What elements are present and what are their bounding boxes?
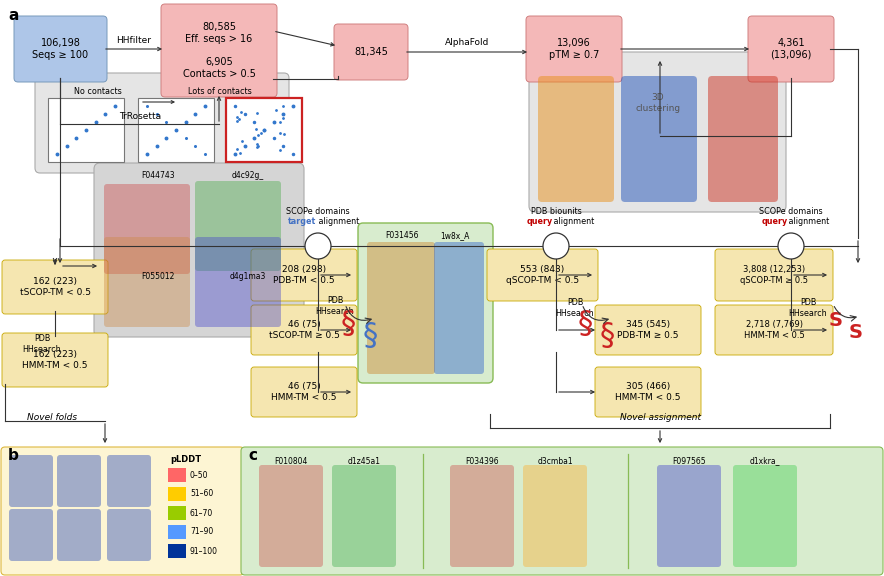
FancyBboxPatch shape (107, 455, 151, 507)
FancyBboxPatch shape (251, 367, 357, 417)
FancyBboxPatch shape (595, 367, 701, 417)
Text: alignment: alignment (552, 217, 595, 226)
Text: §: § (362, 321, 377, 351)
Text: 46 (75)
HMM-TM < 0.5: 46 (75) HMM-TM < 0.5 (271, 382, 337, 401)
FancyBboxPatch shape (708, 76, 778, 202)
Text: Lots of contacts: Lots of contacts (188, 87, 252, 96)
Text: 13,096
pTM ≥ 0.7: 13,096 pTM ≥ 0.7 (549, 38, 599, 60)
FancyBboxPatch shape (2, 333, 108, 387)
Bar (168, 525, 186, 539)
Text: 81,345: 81,345 (354, 47, 388, 57)
Text: 3,808 (12,253)
qSCOP-TM ≥ 0.5: 3,808 (12,253) qSCOP-TM ≥ 0.5 (740, 266, 808, 285)
Text: 305 (466)
HMM-TM < 0.5: 305 (466) HMM-TM < 0.5 (615, 382, 681, 401)
Text: No contacts: No contacts (74, 87, 122, 96)
FancyBboxPatch shape (434, 242, 484, 374)
Text: F034396: F034396 (465, 457, 499, 465)
Text: F097565: F097565 (672, 457, 705, 465)
FancyBboxPatch shape (523, 465, 587, 567)
Text: 51–60: 51–60 (190, 490, 213, 498)
FancyBboxPatch shape (1, 447, 244, 575)
FancyBboxPatch shape (332, 465, 396, 567)
FancyBboxPatch shape (529, 52, 786, 212)
Text: d3cmba1: d3cmba1 (537, 457, 573, 465)
Text: 4,361
(13,096): 4,361 (13,096) (770, 38, 812, 60)
FancyBboxPatch shape (259, 465, 323, 567)
FancyBboxPatch shape (195, 237, 281, 327)
Text: F055012: F055012 (141, 272, 175, 281)
Text: PDB
HHsearch: PDB HHsearch (23, 334, 61, 354)
FancyBboxPatch shape (104, 237, 190, 327)
Text: 3D
clustering: 3D clustering (636, 93, 681, 113)
Text: a: a (8, 8, 19, 23)
Text: PDB
HHsearch: PDB HHsearch (789, 298, 827, 318)
Bar (168, 487, 186, 501)
Bar (168, 468, 186, 482)
FancyBboxPatch shape (104, 184, 190, 274)
FancyBboxPatch shape (334, 24, 408, 80)
FancyBboxPatch shape (733, 465, 797, 567)
Text: 91–100: 91–100 (190, 547, 218, 555)
Text: S: S (829, 312, 843, 331)
Text: 345 (545)
PDB-TM ≥ 0.5: 345 (545) PDB-TM ≥ 0.5 (617, 320, 679, 340)
Bar (168, 544, 186, 558)
FancyBboxPatch shape (9, 509, 53, 561)
Text: HHfilter: HHfilter (117, 36, 151, 45)
FancyBboxPatch shape (251, 305, 357, 355)
FancyBboxPatch shape (195, 181, 281, 271)
FancyBboxPatch shape (526, 16, 622, 82)
FancyBboxPatch shape (657, 465, 721, 567)
Text: alignment: alignment (316, 217, 360, 226)
Text: Novel assignment: Novel assignment (620, 414, 700, 423)
Text: PDB
HHsearch: PDB HHsearch (316, 296, 354, 316)
Text: 208 (298)
PDB-TM < 0.5: 208 (298) PDB-TM < 0.5 (273, 266, 335, 285)
FancyBboxPatch shape (57, 509, 101, 561)
Text: AlphaFold: AlphaFold (445, 38, 489, 47)
FancyBboxPatch shape (138, 98, 214, 162)
Text: §: § (599, 321, 614, 351)
Text: d1xkra_: d1xkra_ (750, 457, 781, 465)
Text: d4g1ma3: d4g1ma3 (230, 272, 266, 281)
Text: 1w8x_A: 1w8x_A (440, 231, 469, 240)
FancyBboxPatch shape (715, 305, 833, 355)
FancyBboxPatch shape (251, 249, 357, 301)
FancyBboxPatch shape (715, 249, 833, 301)
FancyBboxPatch shape (595, 305, 701, 355)
Text: target: target (288, 217, 316, 226)
Text: 80,585
Eff. seqs > 16

6,905
Contacts > 0.5: 80,585 Eff. seqs > 16 6,905 Contacts > 0… (183, 22, 255, 79)
FancyBboxPatch shape (241, 447, 883, 575)
Text: F010804: F010804 (274, 457, 308, 465)
Text: 46 (75)
tSCOP-TM ≥ 0.5: 46 (75) tSCOP-TM ≥ 0.5 (269, 320, 339, 340)
FancyBboxPatch shape (35, 73, 289, 173)
Text: query: query (527, 217, 553, 226)
FancyBboxPatch shape (161, 4, 277, 97)
Circle shape (305, 233, 331, 259)
Text: 61–70: 61–70 (190, 509, 213, 517)
Text: SCOPe domains: SCOPe domains (286, 207, 350, 216)
Text: PDB
HHsearch: PDB HHsearch (556, 298, 594, 318)
Text: 0–50: 0–50 (190, 471, 209, 479)
Text: 2,718 (7,769)
HMM-TM < 0.5: 2,718 (7,769) HMM-TM < 0.5 (743, 320, 804, 340)
Text: SCOPe domains: SCOPe domains (759, 207, 823, 216)
FancyBboxPatch shape (450, 465, 514, 567)
Text: c: c (248, 448, 257, 463)
FancyBboxPatch shape (358, 223, 493, 383)
Text: b: b (8, 448, 19, 463)
Bar (168, 506, 186, 520)
FancyBboxPatch shape (57, 455, 101, 507)
FancyBboxPatch shape (14, 16, 107, 82)
FancyBboxPatch shape (107, 509, 151, 561)
FancyBboxPatch shape (748, 16, 834, 82)
FancyBboxPatch shape (48, 98, 124, 162)
Text: 71–90: 71–90 (190, 528, 213, 536)
Text: PDB biounits: PDB biounits (530, 207, 582, 216)
FancyBboxPatch shape (621, 76, 697, 202)
FancyBboxPatch shape (487, 249, 598, 301)
Text: 162 (223)
tSCOP-TM < 0.5: 162 (223) tSCOP-TM < 0.5 (19, 277, 90, 297)
Text: query: query (762, 217, 789, 226)
Text: 162 (223)
HMM-TM < 0.5: 162 (223) HMM-TM < 0.5 (22, 350, 88, 370)
FancyBboxPatch shape (538, 76, 614, 202)
Circle shape (543, 233, 569, 259)
Text: 553 (843)
qSCOP-TM < 0.5: 553 (843) qSCOP-TM < 0.5 (506, 266, 579, 285)
Text: §: § (577, 309, 592, 339)
Text: F031456: F031456 (385, 231, 419, 240)
